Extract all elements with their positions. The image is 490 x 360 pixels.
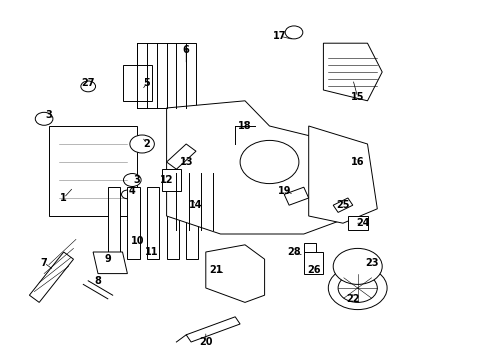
Text: 16: 16 [351, 157, 365, 167]
Bar [108, 187, 120, 259]
Polygon shape [167, 101, 353, 234]
Polygon shape [333, 198, 353, 212]
Text: 26: 26 [307, 265, 320, 275]
Circle shape [123, 174, 141, 186]
Polygon shape [206, 245, 265, 302]
Bar [162, 169, 181, 191]
Text: 27: 27 [81, 78, 95, 88]
Bar [186, 187, 198, 259]
Circle shape [122, 190, 133, 199]
Text: 2: 2 [144, 139, 150, 149]
Text: 10: 10 [130, 236, 144, 246]
Text: 11: 11 [145, 247, 159, 257]
Circle shape [333, 248, 382, 284]
Circle shape [285, 26, 303, 39]
Bar [122, 65, 152, 101]
Text: 8: 8 [95, 276, 101, 286]
Bar [137, 43, 196, 108]
Polygon shape [284, 187, 309, 205]
Polygon shape [93, 252, 127, 274]
Bar [49, 126, 137, 216]
Text: 3: 3 [134, 175, 141, 185]
Text: 1: 1 [60, 193, 67, 203]
Text: 22: 22 [346, 294, 360, 304]
Text: 25: 25 [336, 200, 350, 210]
Text: 20: 20 [199, 337, 213, 347]
Text: 9: 9 [104, 254, 111, 264]
Text: 18: 18 [238, 121, 252, 131]
Circle shape [240, 140, 299, 184]
Polygon shape [309, 126, 377, 223]
Text: 28: 28 [287, 247, 301, 257]
Polygon shape [323, 43, 382, 101]
Bar [167, 187, 179, 259]
Text: 4: 4 [129, 186, 136, 196]
Text: 3: 3 [46, 110, 52, 120]
Bar [127, 187, 140, 259]
Text: 7: 7 [41, 258, 48, 268]
Circle shape [328, 266, 387, 310]
Polygon shape [186, 317, 240, 342]
Circle shape [130, 135, 154, 153]
Bar [304, 252, 323, 274]
Text: 17: 17 [272, 31, 286, 41]
Text: 15: 15 [351, 92, 365, 102]
Bar [147, 187, 159, 259]
Bar [348, 216, 368, 230]
Circle shape [81, 81, 96, 92]
Text: 6: 6 [183, 45, 190, 55]
Text: 14: 14 [189, 200, 203, 210]
Text: 5: 5 [144, 78, 150, 88]
Text: 13: 13 [179, 157, 193, 167]
Polygon shape [167, 144, 196, 169]
Text: 24: 24 [356, 218, 369, 228]
Polygon shape [29, 252, 74, 302]
Circle shape [338, 274, 377, 302]
Text: 19: 19 [277, 186, 291, 196]
Bar [304, 243, 316, 252]
Text: 12: 12 [160, 175, 173, 185]
Text: 21: 21 [209, 265, 222, 275]
Text: 23: 23 [366, 258, 379, 268]
Circle shape [35, 112, 53, 125]
